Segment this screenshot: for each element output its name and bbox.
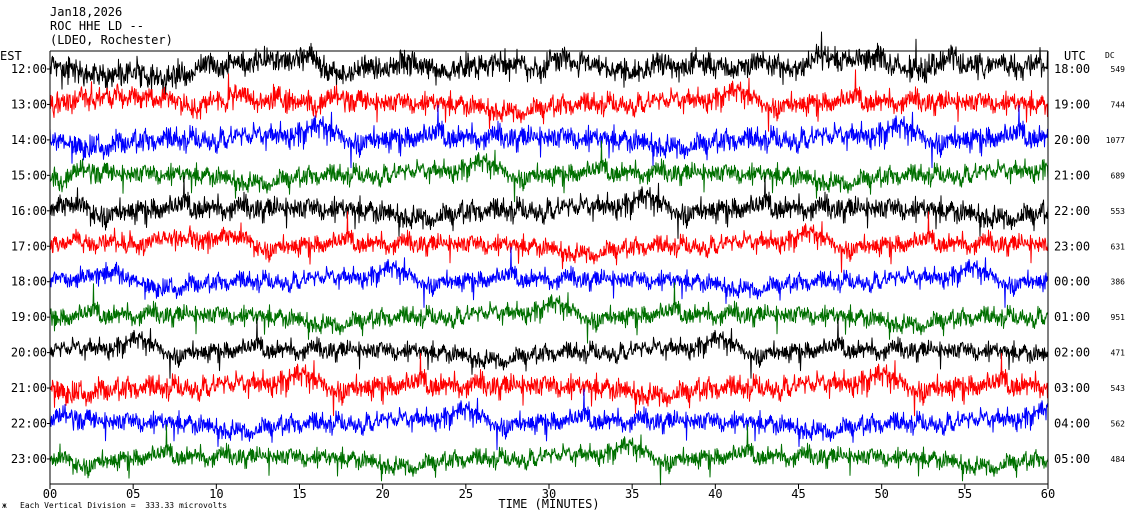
dc-value: 689 <box>1111 171 1126 180</box>
utc-time-label: 18:00 <box>1054 62 1090 76</box>
dc-value: 471 <box>1111 349 1126 358</box>
trace-line <box>49 140 1049 203</box>
trace-line <box>49 246 1049 308</box>
x-tick-label: 50 <box>874 487 888 501</box>
est-time-label: 14:00 <box>11 133 47 147</box>
x-tick-label: 45 <box>791 487 805 501</box>
dc-value: 951 <box>1111 313 1126 322</box>
trace-line <box>49 104 1049 169</box>
x-axis-title: TIME (MINUTES) <box>498 497 599 511</box>
dc-value: 386 <box>1111 278 1126 287</box>
network-name: (LDEO, Rochester) <box>50 33 173 47</box>
scale-icon: ж <box>2 501 7 510</box>
x-tick-label: 00 <box>43 487 57 501</box>
est-time-label: 21:00 <box>11 381 47 395</box>
trace-line <box>49 388 1049 451</box>
x-tick-label: 55 <box>958 487 972 501</box>
trace-line <box>49 211 1049 273</box>
dc-column-title: DC <box>1105 51 1115 60</box>
dc-value: 744 <box>1111 100 1126 109</box>
trace-line <box>49 352 1049 417</box>
trace-line <box>49 69 1049 132</box>
utc-time-label: 19:00 <box>1054 97 1090 111</box>
utc-time-label: 20:00 <box>1054 133 1090 147</box>
utc-time-label: 01:00 <box>1054 310 1090 324</box>
est-time-label: 15:00 <box>11 168 47 182</box>
est-time-label: 20:00 <box>11 346 47 360</box>
dc-value: 484 <box>1111 455 1126 464</box>
est-time-label: 19:00 <box>11 310 47 324</box>
est-time-label: 17:00 <box>11 239 47 253</box>
x-tick-label: 05 <box>126 487 140 501</box>
est-time-label: 23:00 <box>11 452 47 466</box>
dc-value: 549 <box>1111 65 1126 74</box>
dc-value: 631 <box>1111 242 1126 251</box>
utc-time-label: 05:00 <box>1054 452 1090 466</box>
trace-line <box>49 317 1049 379</box>
x-tick-label: 20 <box>375 487 389 501</box>
est-time-label: 18:00 <box>11 275 47 289</box>
utc-axis-title: UTC <box>1064 49 1086 63</box>
est-time-label: 22:00 <box>11 417 47 431</box>
utc-time-label: 03:00 <box>1054 381 1090 395</box>
est-time-label: 16:00 <box>11 204 47 218</box>
x-tick-label: 40 <box>708 487 722 501</box>
est-time-label: 12:00 <box>11 62 47 76</box>
est-time-label: 13:00 <box>11 97 47 111</box>
est-axis-title: EST <box>0 49 22 63</box>
dc-value: 553 <box>1111 207 1126 216</box>
utc-time-label: 22:00 <box>1054 204 1090 218</box>
chart-date: Jan18,2026 <box>50 5 123 19</box>
dc-value: 543 <box>1111 384 1126 393</box>
trace-line <box>49 31 1049 95</box>
utc-time-label: 21:00 <box>1054 168 1090 182</box>
trace-line <box>50 282 1049 344</box>
utc-time-label: 02:00 <box>1054 346 1090 360</box>
x-tick-label: 10 <box>209 487 223 501</box>
x-tick-label: 60 <box>1041 487 1055 501</box>
trace-line <box>49 424 1049 486</box>
utc-time-label: 00:00 <box>1054 275 1090 289</box>
dc-value: 562 <box>1111 420 1126 429</box>
x-tick-label: 30 <box>542 487 556 501</box>
utc-time-label: 04:00 <box>1054 417 1090 431</box>
x-tick-label: 15 <box>292 487 306 501</box>
x-tick-label: 35 <box>625 487 639 501</box>
dc-value: 1077 <box>1106 136 1125 145</box>
station-code: ROC HHE LD -- <box>50 19 144 33</box>
x-tick-label: 25 <box>459 487 473 501</box>
trace-line <box>49 175 1049 239</box>
vertical-division-note: Each Vertical Division = 333.33 microvol… <box>20 501 228 510</box>
utc-time-label: 23:00 <box>1054 239 1090 253</box>
